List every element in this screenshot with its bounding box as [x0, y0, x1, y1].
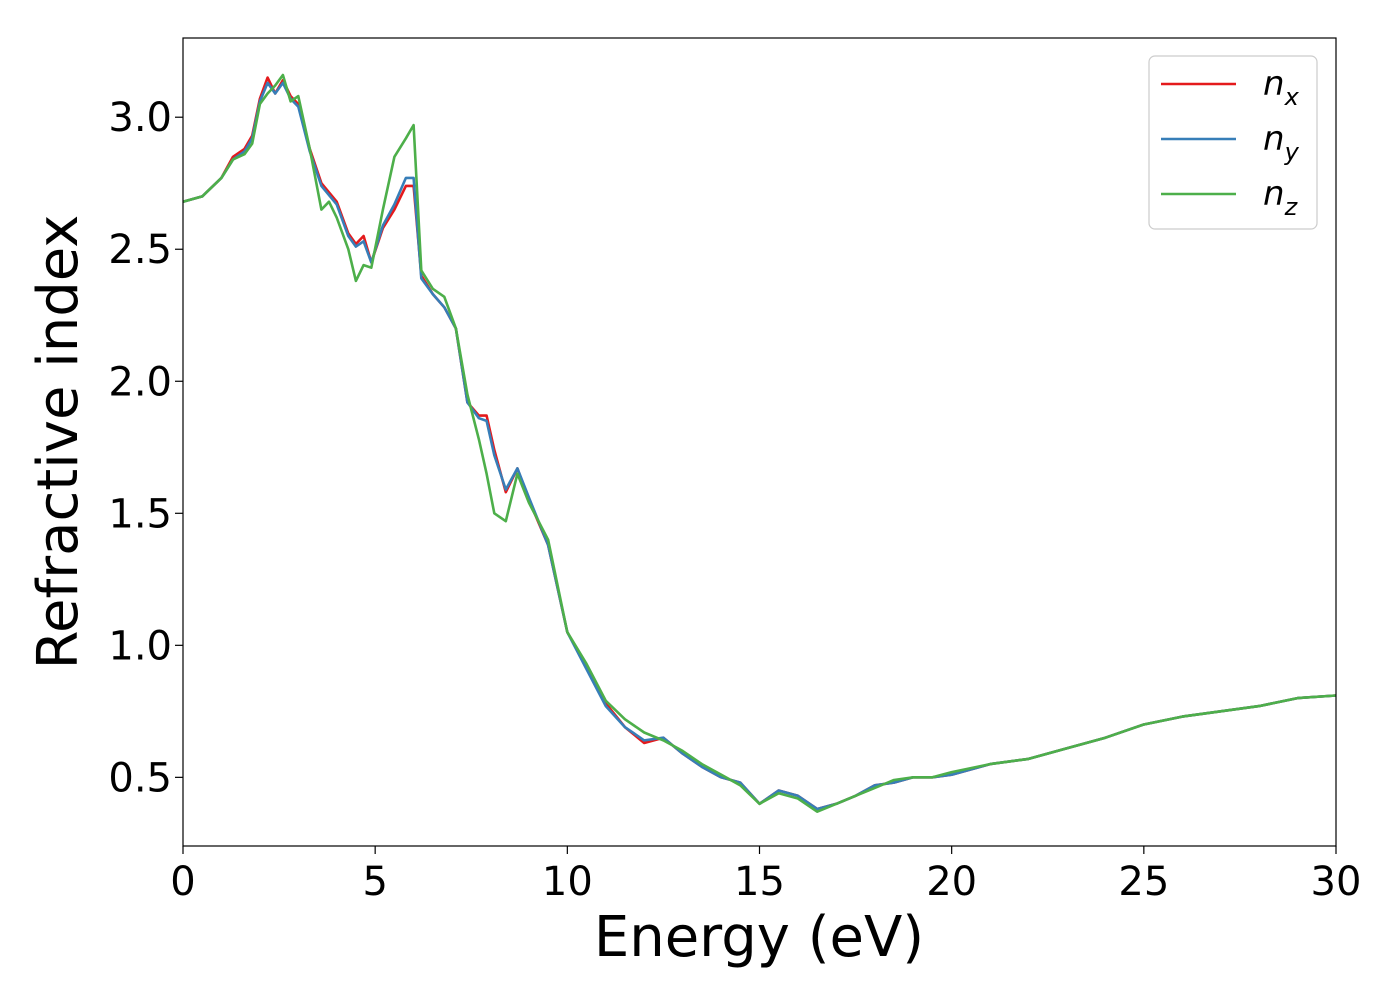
- y-tick-label: 3.0: [108, 95, 172, 141]
- x-tick-label: 15: [734, 859, 785, 905]
- x-tick-label: 5: [362, 859, 387, 905]
- series-line-n-z: [182, 73, 1337, 813]
- legend-label-n-y: ny: [1263, 119, 1300, 166]
- x-axis: 0 5 10 15 20 25 30: [170, 846, 1361, 905]
- x-tick-label: 25: [1118, 859, 1169, 905]
- y-tick-label: 2.5: [108, 227, 172, 273]
- x-axis-title: Energy (eV): [594, 905, 924, 970]
- y-tick-label: 1.0: [108, 623, 172, 669]
- y-tick-label: 2.0: [108, 359, 172, 405]
- y-axis-title: Refractive index: [26, 215, 91, 670]
- x-tick-label: 0: [170, 859, 195, 905]
- y-tick-label: 1.5: [108, 491, 172, 537]
- x-tick-label: 20: [926, 859, 977, 905]
- y-axis: 0.5 1.0 1.5 2.0 2.5 3.0: [108, 95, 183, 801]
- legend-box: [1148, 55, 1318, 230]
- series-layer: [182, 73, 1337, 813]
- x-tick-label: 10: [542, 859, 593, 905]
- legend-label-n-z: nz: [1263, 174, 1299, 221]
- legend: nx ny nz: [1148, 55, 1318, 230]
- legend-label-n-x: nx: [1263, 64, 1300, 111]
- y-tick-label: 0.5: [108, 755, 172, 801]
- x-tick-label: 30: [1311, 859, 1362, 905]
- plot-background: [183, 38, 1336, 846]
